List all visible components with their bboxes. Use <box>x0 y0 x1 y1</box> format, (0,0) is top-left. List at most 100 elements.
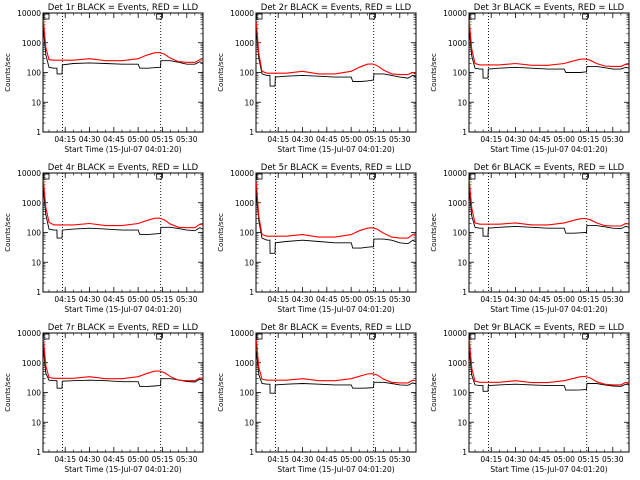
corner-marker <box>43 333 50 340</box>
events-series-line <box>255 193 417 254</box>
corner-marker <box>156 173 163 180</box>
y-tick-label: 100 <box>453 69 468 78</box>
x-tick-label: 04:30 <box>505 455 527 464</box>
y-tick-label: 1 <box>462 128 467 137</box>
detector-panel: Det 7r BLACK = Events, RED = LLD 1 10 100 10… <box>4 323 204 474</box>
detector-panel: Det 8r BLACK = Events, RED = LLD 1 10 100 10… <box>217 323 417 474</box>
y-tick-label: 1 <box>462 448 467 457</box>
corner-marker <box>43 173 50 180</box>
x-tick-label: 04:30 <box>79 135 101 144</box>
panel-title: Det 7r BLACK = Events, RED = LLD <box>48 323 199 333</box>
y-tick-label: 1 <box>36 448 41 457</box>
x-tick-label: 04:45 <box>316 295 338 304</box>
y-axis-label: Counts/sec <box>217 213 225 252</box>
x-tick-label: 05:30 <box>602 455 624 464</box>
y-tick-label: 10000 <box>17 9 41 18</box>
y-tick-label: 100 <box>240 69 255 78</box>
x-tick-label: 05:30 <box>389 295 411 304</box>
y-tick-label: 100 <box>240 229 255 238</box>
corner-marker <box>469 13 476 20</box>
y-tick-label: 1000 <box>448 39 467 48</box>
y-tick-label: 10000 <box>230 169 254 178</box>
y-tick-label: 10000 <box>17 329 41 338</box>
plot-frame <box>42 332 204 453</box>
plot-frame <box>255 172 417 293</box>
y-axis-label: Counts/sec <box>217 373 225 412</box>
panel-title: Det 3r BLACK = Events, RED = LLD <box>474 3 625 13</box>
x-tick-label: 04:15 <box>267 295 289 304</box>
events-series-line <box>42 188 204 239</box>
corner-marker <box>369 173 376 180</box>
y-axis-label: Counts/sec <box>430 373 438 412</box>
x-tick-label: 04:15 <box>480 135 502 144</box>
detector-panel: Det 2r BLACK = Events, RED = LLD 1 10 100 10… <box>217 3 417 154</box>
y-tick-label: 10 <box>244 98 254 107</box>
plot-frame <box>468 332 630 453</box>
x-tick-label: 04:45 <box>103 295 125 304</box>
y-tick-label: 1000 <box>448 359 467 368</box>
y-tick-label: 10 <box>31 98 41 107</box>
corner-marker <box>369 13 376 20</box>
x-tick-label: 04:45 <box>316 135 338 144</box>
x-tick-label: 04:30 <box>505 295 527 304</box>
corner-marker <box>469 333 476 340</box>
y-tick-label: 100 <box>453 389 468 398</box>
panel-title: Det 8r BLACK = Events, RED = LLD <box>261 323 412 333</box>
x-axis-label: Start Time (15-Jul-07 04:01:20) <box>490 465 607 474</box>
y-tick-label: 10 <box>31 418 41 427</box>
lld-series-line <box>468 180 630 227</box>
y-tick-label: 1000 <box>235 39 254 48</box>
x-tick-label: 05:00 <box>553 455 575 464</box>
panel-title: Det 4r BLACK = Events, RED = LLD <box>48 163 199 173</box>
lld-series-line <box>255 339 417 384</box>
y-tick-label: 1000 <box>235 359 254 368</box>
corner-marker <box>156 333 163 340</box>
x-tick-label: 05:30 <box>389 135 411 144</box>
x-axis-label: Start Time (15-Jul-07 04:01:20) <box>490 305 607 314</box>
detector-panel: Det 9r BLACK = Events, RED = LLD 1 10 100 10… <box>430 323 630 474</box>
x-tick-label: 05:00 <box>340 295 362 304</box>
detector-panel: Det 4r BLACK = Events, RED = LLD 1 10 100 10… <box>4 163 204 314</box>
panel-title: Det 5r BLACK = Events, RED = LLD <box>261 163 412 173</box>
y-tick-label: 10000 <box>17 169 41 178</box>
x-tick-label: 05:00 <box>127 295 149 304</box>
events-series-line <box>255 350 417 394</box>
x-tick-label: 04:45 <box>316 455 338 464</box>
detector-panel: Det 6r BLACK = Events, RED = LLD 1 10 100 10… <box>430 163 630 314</box>
lld-series-line <box>42 179 204 229</box>
events-series-line <box>468 190 630 237</box>
x-tick-label: 05:15 <box>152 455 174 464</box>
y-tick-label: 1 <box>462 288 467 297</box>
x-tick-label: 05:15 <box>365 295 387 304</box>
detector-panel: Det 5r BLACK = Events, RED = LLD 1 10 100 10… <box>217 163 417 314</box>
x-tick-label: 05:15 <box>152 135 174 144</box>
x-tick-label: 04:15 <box>267 135 289 144</box>
x-tick-label: 04:30 <box>79 295 101 304</box>
lld-series-line <box>255 181 417 239</box>
x-tick-label: 05:30 <box>602 295 624 304</box>
x-axis-label: Start Time (15-Jul-07 04:01:20) <box>64 145 181 154</box>
y-axis-label: Counts/sec <box>430 213 438 252</box>
x-tick-label: 05:00 <box>127 455 149 464</box>
x-tick-label: 05:15 <box>152 295 174 304</box>
x-tick-label: 04:45 <box>529 295 551 304</box>
x-tick-label: 05:30 <box>176 455 198 464</box>
lld-series-line <box>42 19 204 63</box>
plot-frame <box>468 12 630 133</box>
corner-marker <box>582 13 589 20</box>
y-axis-label: Counts/sec <box>4 373 12 412</box>
x-tick-label: 04:15 <box>267 455 289 464</box>
y-tick-label: 1 <box>249 128 254 137</box>
x-tick-label: 05:30 <box>176 295 198 304</box>
x-tick-label: 04:45 <box>529 455 551 464</box>
lld-series-line <box>468 21 630 67</box>
y-tick-label: 10000 <box>443 169 467 178</box>
y-tick-label: 1 <box>36 288 41 297</box>
x-tick-label: 05:00 <box>340 135 362 144</box>
y-tick-label: 10000 <box>230 9 254 18</box>
x-axis-label: Start Time (15-Jul-07 04:01:20) <box>277 145 394 154</box>
x-tick-label: 05:15 <box>578 455 600 464</box>
y-tick-label: 10 <box>457 258 467 267</box>
plot-frame <box>468 172 630 293</box>
corner-marker <box>582 173 589 180</box>
